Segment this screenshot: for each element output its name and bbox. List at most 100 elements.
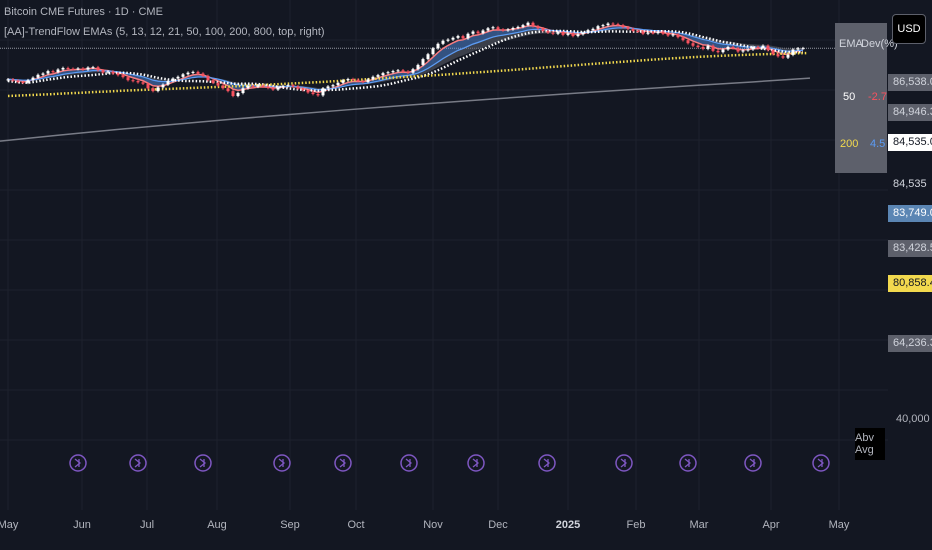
x-tick-label: Mar [690, 519, 709, 531]
candle-body-103 [521, 25, 525, 27]
candle-body-5 [31, 77, 35, 81]
candle-body-96 [486, 28, 490, 31]
event-marker-ring [273, 454, 291, 472]
candle-body-157 [791, 49, 795, 55]
candle-body-90 [456, 36, 460, 38]
candle-body-82 [416, 64, 420, 70]
candle-body-34 [176, 76, 180, 79]
event-marker-icon [129, 454, 147, 472]
candle-body-14 [76, 68, 80, 70]
ema-13-line [7, 27, 804, 91]
candle-body-61 [311, 92, 315, 95]
candle-body-115 [581, 32, 585, 35]
candle-body-129 [651, 32, 655, 34]
candle-body-63 [321, 88, 325, 96]
y-tick-label: 40,000 [896, 413, 930, 425]
table-ema-200: 200 [840, 138, 859, 150]
candle-body-85 [431, 48, 435, 55]
candle-body-0 [6, 79, 10, 81]
event-marker-icon [679, 454, 697, 472]
candle-body-149 [751, 46, 755, 50]
candle-body-105 [531, 22, 535, 27]
table-header-dev: Dev(%) [861, 38, 898, 50]
candle-body-16 [86, 67, 90, 70]
event-marker-ring [467, 454, 485, 472]
candle-body-135 [681, 37, 685, 41]
candle-body-142 [716, 50, 720, 53]
candle-body-137 [691, 43, 695, 46]
candle-body-19 [101, 70, 105, 73]
candle-body-41 [211, 80, 215, 83]
candle-body-100 [506, 29, 510, 31]
candle-body-71 [361, 81, 365, 83]
candle-body-40 [206, 75, 210, 81]
candle-body-38 [196, 71, 200, 74]
event-marker-arrow [278, 458, 286, 468]
x-tick-label: Jul [140, 519, 154, 531]
event-marker-ring [538, 454, 556, 472]
candle-body-150 [756, 46, 760, 49]
event-marker-ring [334, 454, 352, 472]
candle-body-112 [566, 33, 570, 35]
event-marker-arrow [339, 458, 347, 468]
event-marker-arrow [620, 458, 628, 468]
candle-body-101 [511, 27, 515, 30]
event-marker-ring [615, 454, 633, 472]
candle-body-20 [106, 71, 110, 73]
ema-50-line [7, 29, 804, 93]
candle-body-121 [611, 23, 615, 25]
candle-body-133 [671, 34, 675, 36]
price-tag: 64,236.31 [888, 335, 932, 352]
candle-body-54 [276, 87, 280, 90]
candle-body-74 [376, 75, 380, 77]
y-axis: 40,000 [896, 413, 930, 425]
table-header-ema: EMA [839, 38, 863, 50]
candle-body-114 [576, 34, 580, 37]
event-marker-ring [129, 454, 147, 472]
candle-body-120 [606, 23, 610, 26]
event-marker-icon [69, 454, 87, 472]
event-marker-arrow [405, 458, 413, 468]
candle-body-118 [596, 26, 600, 29]
candle-body-93 [471, 31, 475, 34]
candle-body-58 [296, 86, 300, 89]
candle-body-116 [586, 30, 590, 33]
candle-body-3 [21, 81, 25, 83]
candle-body-78 [396, 70, 400, 72]
candle-body-75 [381, 73, 385, 76]
x-tick-label: Oct [347, 519, 364, 531]
candle-body-94 [476, 31, 480, 34]
candle-body-26 [136, 81, 140, 83]
candle-body-35 [181, 74, 185, 77]
candle-body-146 [736, 48, 740, 52]
event-marker-arrow [543, 458, 551, 468]
candle-body-11 [61, 67, 65, 70]
candle-body-87 [441, 40, 445, 44]
candle-body-123 [621, 25, 625, 28]
candle-body-46 [236, 93, 240, 96]
candle-body-57 [291, 85, 295, 87]
candle-body-28 [146, 83, 150, 89]
candle-body-77 [391, 71, 395, 73]
candle-body-104 [526, 22, 530, 26]
candle-body-81 [411, 69, 415, 73]
ema-ribbons [8, 25, 803, 93]
currency-button[interactable]: USD [892, 14, 926, 44]
abv-avg-button[interactable]: Abv Avg [855, 428, 885, 460]
candle-body-153 [771, 50, 775, 55]
candle-body-2 [16, 80, 20, 82]
candle-body-79 [401, 70, 405, 72]
ema-12-21-ribbon [8, 27, 803, 90]
candle-body-25 [131, 80, 135, 82]
candle-body-37 [191, 71, 195, 73]
event-marker-ring [194, 454, 212, 472]
candle-body-6 [36, 74, 40, 78]
event-marker-icon [538, 454, 556, 472]
ema-800-line [0, 77, 811, 142]
candle-body-92 [466, 33, 470, 39]
event-marker-ring [69, 454, 87, 472]
candle-body-122 [616, 24, 620, 26]
candle-body-119 [601, 25, 605, 27]
candle-body-45 [231, 91, 235, 96]
